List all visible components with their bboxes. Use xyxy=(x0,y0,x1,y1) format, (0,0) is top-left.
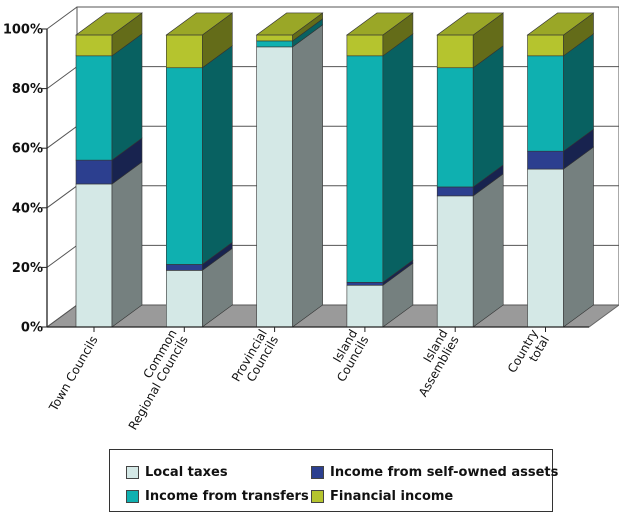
legend-item-transfers: Income from transfers xyxy=(126,487,309,505)
legend-item-self-owned-assets: Income from self-owned assets xyxy=(311,463,558,481)
legend-label: Local taxes xyxy=(145,464,228,480)
bar-segment-front xyxy=(346,284,384,328)
bar-segment-front xyxy=(436,195,474,328)
bar-segment-front xyxy=(75,183,113,328)
bar-top xyxy=(526,12,595,36)
bar-segment-side xyxy=(292,24,323,328)
bar-segment-side xyxy=(472,45,504,188)
gridline-diagonal xyxy=(46,66,78,90)
x-category-label-line: Town Councils xyxy=(46,334,101,415)
bar-segment-front xyxy=(527,168,564,328)
bar-top xyxy=(345,12,414,36)
legend-item-financial-income: Financial income xyxy=(311,487,453,505)
legend-label: Financial income xyxy=(330,488,454,504)
x-category-label: IslandAssemblies xyxy=(405,327,462,399)
chart-legend: Local taxes Income from self-owned asset… xyxy=(109,449,558,512)
legend-item-local-taxes: Local taxes xyxy=(126,463,228,481)
bar-segment-side xyxy=(382,33,414,283)
bar-top xyxy=(255,12,324,36)
y-tick-label: 80% xyxy=(12,82,43,97)
bar-segment-front xyxy=(346,281,384,286)
y-tick-label: 60% xyxy=(12,142,43,157)
y-tick-label: 0% xyxy=(21,321,43,336)
bar-segment-front xyxy=(346,55,384,283)
bar-segment-side xyxy=(472,173,504,328)
bar-segment-front xyxy=(436,34,474,69)
bar-top xyxy=(75,12,143,36)
bar-top xyxy=(436,12,505,36)
legend-swatch xyxy=(311,465,324,479)
bar-segment-front xyxy=(75,34,113,57)
x-category-label: ProvincialCouncils xyxy=(229,327,281,390)
bar-segment-front xyxy=(436,186,474,197)
gridline-diagonal xyxy=(46,6,78,30)
x-category-label: Countrytotal xyxy=(505,327,552,382)
chart-bars xyxy=(75,12,595,328)
bar-segment-side xyxy=(111,161,143,328)
bar-segment-front xyxy=(166,264,203,271)
x-category-label: IslandCouncils xyxy=(323,327,372,384)
legend-swatch xyxy=(126,465,139,479)
bar-segment-front xyxy=(166,34,203,69)
bar-segment-front xyxy=(346,34,384,57)
y-tick-label: 20% xyxy=(12,261,43,276)
bar-segment-side xyxy=(202,45,233,266)
bar-segment-front xyxy=(256,34,293,42)
legend-swatch xyxy=(311,489,324,503)
gridline-diagonal xyxy=(46,304,78,328)
legend-label: Income from self-owned assets xyxy=(330,464,559,480)
gridline-diagonal xyxy=(46,125,78,149)
legend-label: Income from transfers xyxy=(145,488,309,504)
bar-segment-front xyxy=(527,150,564,170)
bar-top xyxy=(165,12,234,36)
bar-segment-front xyxy=(527,34,564,57)
x-category-label: Town Councils xyxy=(46,334,101,415)
bar-segment-front xyxy=(256,46,293,328)
bar-segment-front xyxy=(436,67,474,188)
bar-segment-side xyxy=(563,146,594,328)
gridline-diagonal xyxy=(46,244,78,268)
y-tick-label: 40% xyxy=(12,201,43,216)
bar-segment-front xyxy=(166,270,203,328)
x-category-label: CommonRegional Councils xyxy=(114,327,190,432)
bar-segment-front xyxy=(166,67,203,265)
bar-segment-front xyxy=(527,55,564,152)
bar-segment-front xyxy=(75,55,113,161)
gridline-diagonal xyxy=(46,185,78,209)
legend-swatch xyxy=(126,489,139,503)
bar-segment-front xyxy=(256,40,293,48)
y-tick-label: 100% xyxy=(3,23,43,38)
bar-segment-front xyxy=(75,159,113,185)
